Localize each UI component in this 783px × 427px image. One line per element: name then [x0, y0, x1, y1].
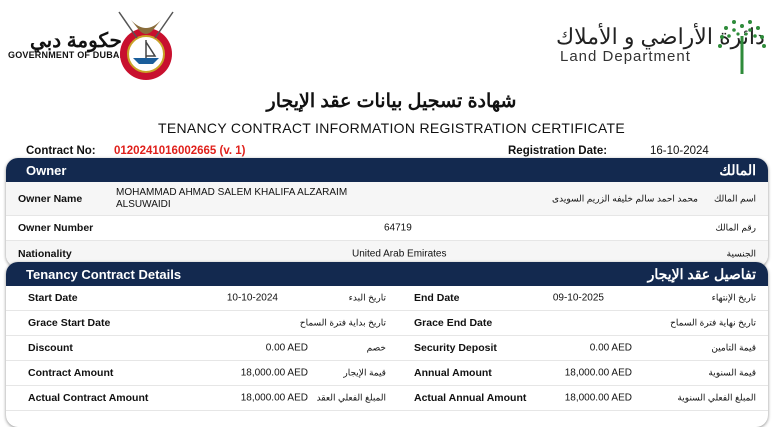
- contract-title-en: Tenancy Contract Details: [26, 266, 182, 282]
- contract-row: Actual Contract Amount 18,000.00 AED المبل…: [6, 386, 768, 411]
- owner-title-en: Owner: [26, 162, 67, 178]
- field-label: End Date: [414, 292, 460, 304]
- title-english: TENANCY CONTRACT INFORMATION REGISTRATIO…: [157, 120, 626, 136]
- owner-name-row: Owner Name MOHAMMAD AHMAD SALEM KHALIFA …: [6, 182, 768, 216]
- field-label-ar: تاريخ الإنتهاء: [711, 292, 756, 303]
- owner-header: Owner المالك: [6, 158, 768, 182]
- field-label: Grace End Date: [414, 317, 493, 329]
- contract-no-value: 0120241016002665 (v. 1): [114, 145, 246, 157]
- field-label-ar: قيمة الإيجار: [343, 367, 386, 378]
- owner-name-value: MOHAMMAD AHMAD SALEM KHALIFA ALZARAIM AL…: [116, 186, 348, 210]
- gov-dubai-logo-ar: حكومة دبي: [30, 30, 122, 52]
- contract-row: Discount 0.00 AED خصم Security Deposit 0.00 …: [6, 336, 768, 361]
- contract-row: Start Date 10-10-2024 تاريخ البدء End Date 0…: [6, 286, 768, 311]
- field-value: 18,000.00 AED: [240, 367, 308, 379]
- field-label: Security Deposit: [414, 342, 497, 354]
- field-value: 0.00 AED: [589, 342, 632, 354]
- contract-row: Grace Start Date تاريخ بداية فترة السماح G…: [6, 311, 768, 336]
- field-label-ar: تاريخ نهاية فترة السماح: [670, 317, 756, 328]
- field-label: Owner Number: [18, 222, 94, 234]
- field-label-ar: قيمة السنوية: [708, 367, 756, 378]
- field-value: 18,000.00 AED: [564, 367, 632, 379]
- field-label-ar: قيمة التامين: [711, 342, 756, 353]
- registration-date-label: Registration Date:: [508, 145, 608, 157]
- tenancy-contract-section: Tenancy Contract Details تفاصيل عقد الإي…: [6, 262, 768, 427]
- field-label: Actual Annual Amount: [414, 392, 527, 404]
- field-label-ar: المبلغ الفعلي العقد: [316, 392, 386, 403]
- contract-header: Tenancy Contract Details تفاصيل عقد الإي…: [6, 262, 768, 286]
- field-label: Contract Amount: [28, 367, 114, 379]
- owner-number-row: Owner Number 64719 رقم المالك: [6, 216, 768, 241]
- land-department-logo-en: Land Department: [560, 48, 691, 65]
- owner-number-value: 64719: [384, 222, 412, 234]
- nationality-value: United Arab Emirates: [352, 248, 447, 260]
- title-arabic: شهادة تسجيل بيانات عقد الإيجار: [266, 91, 517, 112]
- field-label: Owner Name: [18, 192, 83, 205]
- field-value: 18,000.00 AED: [240, 392, 308, 404]
- registration-date-value: 16-10-2024: [650, 145, 709, 157]
- owner-section: Owner المالك Owner Name MOHAMMAD AHMAD S…: [6, 158, 768, 267]
- field-label: Grace Start Date: [28, 317, 111, 329]
- palm-tree-logo-icon: [718, 20, 766, 74]
- contract-title-ar: تفاصيل عقد الإيجار: [647, 265, 756, 282]
- owner-title-ar: المالك: [719, 161, 756, 178]
- field-label: Discount: [28, 342, 73, 354]
- field-label-ar: تاريخ البدء: [348, 292, 386, 303]
- field-label: Nationality: [18, 248, 72, 260]
- field-value: 10-10-2024: [226, 292, 278, 304]
- field-label-ar: الجنسية: [726, 248, 756, 259]
- owner-name-value-ar: محمد احمد سالم خليفه الزريم السويدى: [552, 193, 698, 203]
- field-label-ar: رقم المالك: [715, 222, 756, 233]
- field-value: 18,000.00 AED: [564, 392, 632, 404]
- contract-row: Contract Amount 18,000.00 AED قيمة الإيجار…: [6, 361, 768, 386]
- contract-no-label: Contract No:: [26, 145, 96, 157]
- field-label: Start Date: [28, 292, 78, 304]
- dubai-emblem-icon: [118, 11, 174, 80]
- field-label: Annual Amount: [414, 367, 492, 379]
- field-value: 0.00 AED: [265, 342, 308, 354]
- field-label-ar: خصم: [366, 342, 386, 353]
- gov-dubai-logo-en: GOVERNMENT OF DUBAI: [8, 50, 123, 60]
- field-label: Actual Contract Amount: [28, 392, 149, 404]
- field-label-ar: اسم المالك: [713, 193, 756, 203]
- field-value: 09-10-2025: [552, 292, 604, 304]
- field-label-ar: تاريخ بداية فترة السماح: [299, 317, 386, 328]
- field-label-ar: المبلغ الفعلي السنوية: [677, 392, 756, 403]
